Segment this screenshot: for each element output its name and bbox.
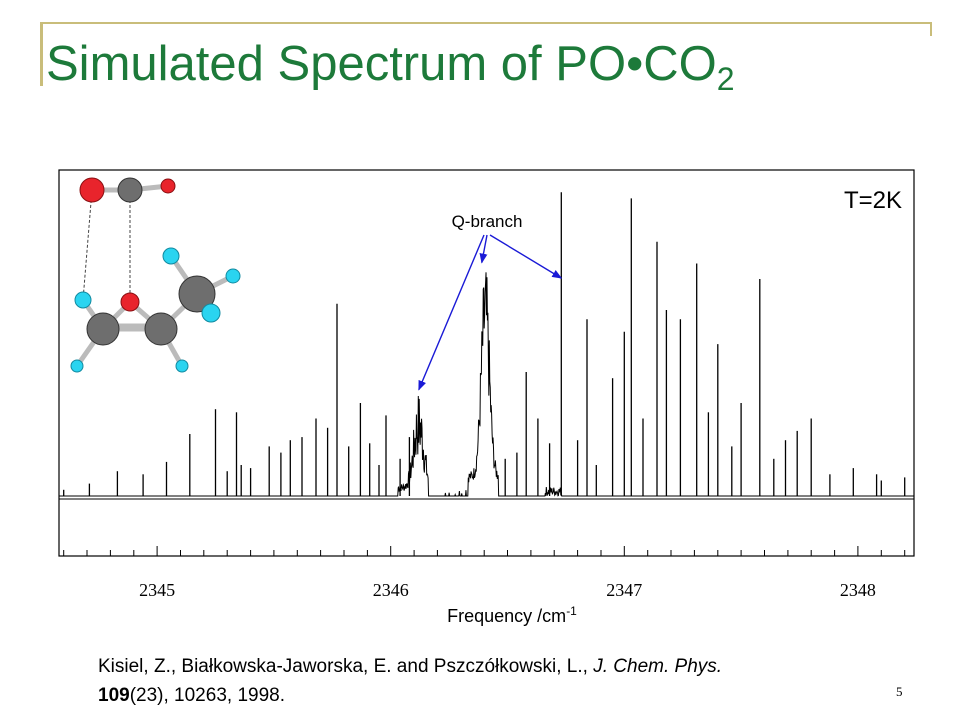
q-branch-arrow-1 — [479, 234, 488, 264]
molecule-inset-icon — [63, 176, 243, 374]
q-branch-arrow-2 — [489, 234, 563, 279]
q-branch-annotation: Q-branch — [452, 212, 523, 231]
x-tick-label-2345: 2345 — [139, 580, 175, 600]
slide-title: Simulated Spectrum of PO•CO2 — [46, 36, 735, 98]
title-main: Simulated Spectrum of PO•CO — [46, 37, 717, 91]
spectrum-lines — [63, 192, 906, 496]
citation-rest: (23), 10263, 1998. — [129, 685, 285, 706]
x-tick-label-2348: 2348 — [840, 580, 876, 600]
x-tick-label-2347: 2347 — [606, 580, 642, 600]
citation-authors: Kisiel, Z., Białkowska-Jaworska, E. and … — [98, 656, 594, 677]
q-branch-arrow-0 — [418, 234, 485, 391]
slide-top-rule-end — [930, 22, 932, 36]
slide-top-rule — [40, 22, 932, 24]
x-axis-label: Frequency /cm-1 — [447, 604, 577, 626]
plot-frame — [58, 169, 915, 557]
citation-journal: J. Chem. Phys. — [593, 656, 723, 677]
x-axis-tick-labels: 2345 2346 2347 2348 — [139, 580, 876, 600]
citation: Kisiel, Z., Białkowska-Jaworska, E. and … — [98, 652, 898, 710]
slide-corner-vertical — [40, 22, 43, 86]
citation-volume: 109 — [98, 685, 130, 706]
spectrum-trace — [59, 272, 914, 497]
page-number: 5 — [896, 684, 903, 699]
title-subscript: 2 — [716, 61, 735, 97]
x-axis-ticks — [63, 546, 906, 556]
x-tick-label-2346: 2346 — [373, 580, 409, 600]
q-branch-arrows — [418, 234, 563, 391]
temperature-label: T=2K — [844, 187, 902, 214]
